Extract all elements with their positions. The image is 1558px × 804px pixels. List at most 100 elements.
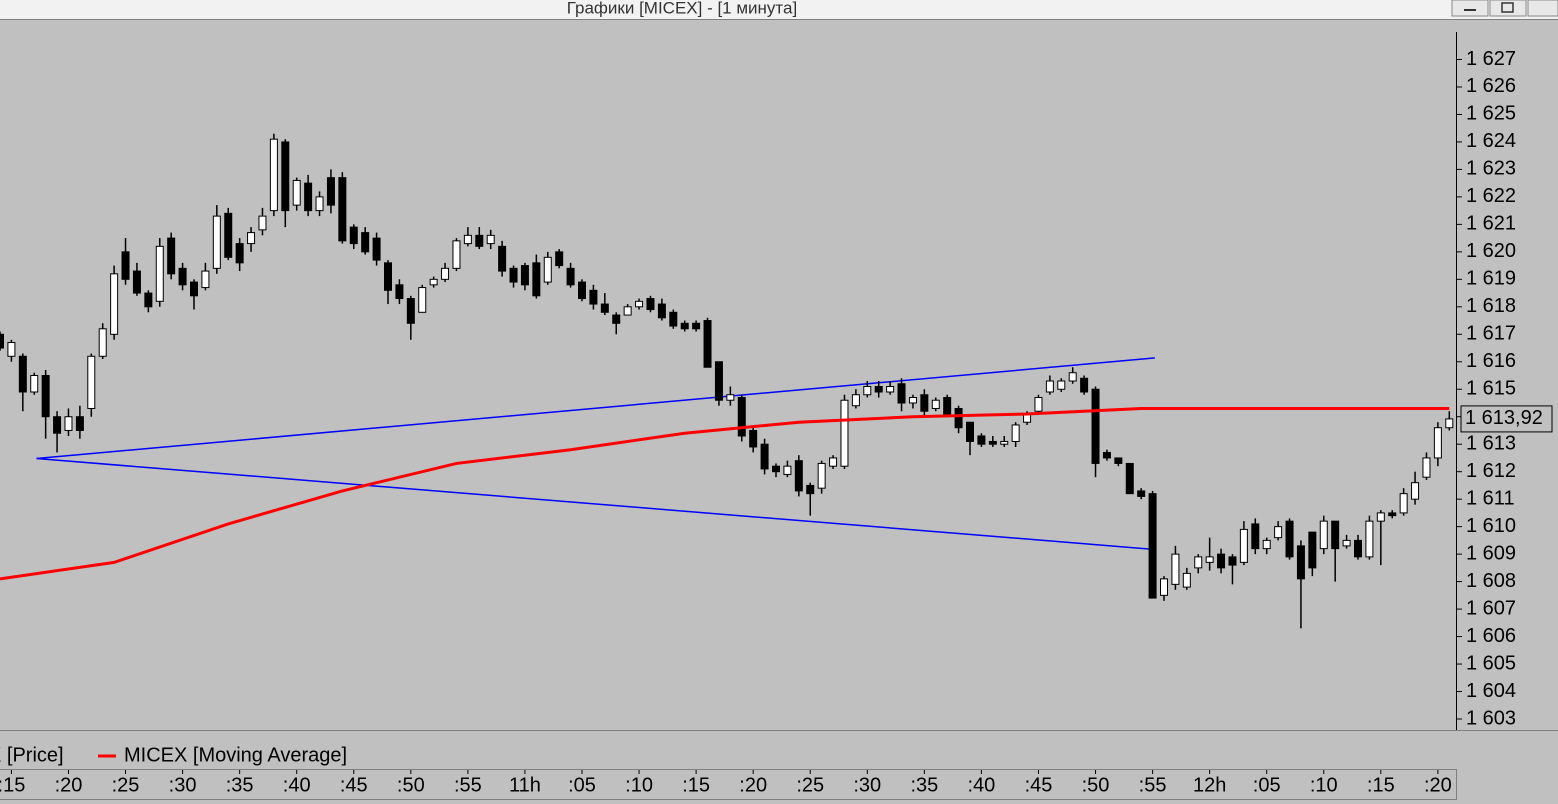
- x-tick-label: :20: [55, 774, 83, 796]
- y-tick-label: 1 609: [1466, 542, 1516, 564]
- moving-average-line: [0, 406, 1450, 581]
- candle-body: [509, 267, 518, 283]
- candle-body: [1068, 372, 1077, 382]
- x-tick-label: :10: [625, 774, 653, 796]
- candle-body: [863, 385, 872, 396]
- candle-body: [886, 385, 895, 393]
- candle-body: [1354, 539, 1362, 558]
- y-tick-label: 1 618: [1466, 295, 1516, 317]
- candle-body: [338, 177, 347, 242]
- candle-body: [520, 265, 529, 286]
- candle-body: [1296, 545, 1305, 580]
- candle-body: [943, 396, 952, 415]
- candle-body: [1274, 526, 1283, 539]
- candle-body: [555, 251, 564, 267]
- candle-body: [646, 298, 655, 311]
- candle-body: [190, 281, 198, 297]
- axes: 1 603 1 604 1 605 1 606 1 607 1 608 1 609 1 610…: [0, 48, 1553, 796]
- y-tick-label: 1 611: [1466, 487, 1515, 509]
- candle-body: [1308, 531, 1317, 569]
- y-tick-label: 1 617: [1466, 323, 1516, 345]
- candle-body: [680, 322, 689, 330]
- y-tick-label: 1 624: [1466, 130, 1516, 152]
- candle-body: [441, 267, 450, 280]
- candle-body: [361, 232, 370, 253]
- candle-body: [669, 311, 678, 327]
- x-tick-label: :40: [283, 774, 311, 796]
- y-tick-label: 1 608: [1466, 570, 1516, 592]
- candle-body: [1034, 396, 1043, 412]
- candle-body: [292, 179, 301, 206]
- close-button[interactable]: [1527, 0, 1558, 17]
- restore-icon: [1501, 2, 1514, 13]
- x-tick-label: :05: [568, 774, 596, 796]
- candle-body: [30, 375, 39, 393]
- candle-body: [87, 355, 96, 409]
- window-title: Графики [MICEX] - [1 минута]: [567, 0, 797, 17]
- candle-body: [53, 416, 62, 434]
- candle-body: [7, 342, 16, 357]
- y-tick-label: 1 615: [1466, 378, 1516, 400]
- candle-body: [737, 396, 746, 437]
- candle-body: [543, 256, 552, 283]
- candle-body: [1125, 462, 1134, 495]
- candle-body: [110, 273, 119, 335]
- window-buttons: [1451, 0, 1558, 17]
- legend-label: MICEX [Moving Average]: [124, 744, 347, 766]
- y-tick-label: 1 622: [1466, 185, 1516, 207]
- y-tick-label: 1 625: [1466, 103, 1516, 125]
- y-tick-label: 1 621: [1466, 213, 1516, 235]
- candle-body: [463, 234, 472, 245]
- candle-body: [281, 141, 290, 212]
- candle-body: [1388, 512, 1397, 517]
- candle-body: [498, 245, 507, 272]
- x-tick-label: :45: [340, 774, 368, 796]
- candle-body: [372, 237, 381, 261]
- candle-body: [908, 396, 917, 404]
- candle-body: [395, 284, 404, 300]
- candle-body: [532, 262, 541, 297]
- candle-body: [1239, 528, 1248, 563]
- x-tick-label: :20: [739, 774, 767, 796]
- candle-body: [760, 443, 769, 470]
- candle-body: [315, 196, 324, 212]
- x-tick-label: :15: [0, 774, 25, 796]
- candle-body: [851, 394, 860, 407]
- candle-body: [794, 460, 803, 492]
- candle-body: [1251, 523, 1260, 550]
- candle-body: [1137, 490, 1146, 497]
- candle-body: [304, 182, 313, 212]
- x-tick-label: :45: [1025, 774, 1053, 796]
- y-tick-label: 1 604: [1466, 680, 1516, 702]
- candle-body: [1057, 380, 1066, 390]
- x-tick-label: :50: [397, 774, 425, 796]
- candle-body: [1262, 539, 1271, 550]
- restore-button[interactable]: [1489, 0, 1527, 17]
- candle-body: [475, 234, 484, 247]
- candle-body: [178, 267, 187, 286]
- candle-body: [155, 245, 164, 302]
- candle-body: [1365, 520, 1374, 558]
- candle-body: [212, 215, 221, 269]
- minimize-button[interactable]: [1451, 0, 1489, 17]
- candle-body: [988, 440, 997, 445]
- candle-body: [897, 383, 906, 404]
- candle-body: [98, 328, 107, 357]
- candle-body: [806, 484, 815, 495]
- candle-body: [224, 212, 233, 258]
- trend-line: [36, 457, 1155, 551]
- candle-body: [1445, 418, 1454, 429]
- plot-area: [0, 133, 1454, 629]
- candle-body: [931, 399, 940, 409]
- candle-body: [840, 399, 849, 467]
- candle-body: [121, 251, 130, 280]
- candle-body: [144, 292, 153, 308]
- x-tick-label: :10: [1310, 774, 1338, 796]
- candle-body: [75, 416, 84, 431]
- candle-body: [1411, 482, 1420, 500]
- candle-body: [1171, 553, 1180, 585]
- candle-body: [1217, 553, 1226, 569]
- candle-body: [384, 262, 392, 291]
